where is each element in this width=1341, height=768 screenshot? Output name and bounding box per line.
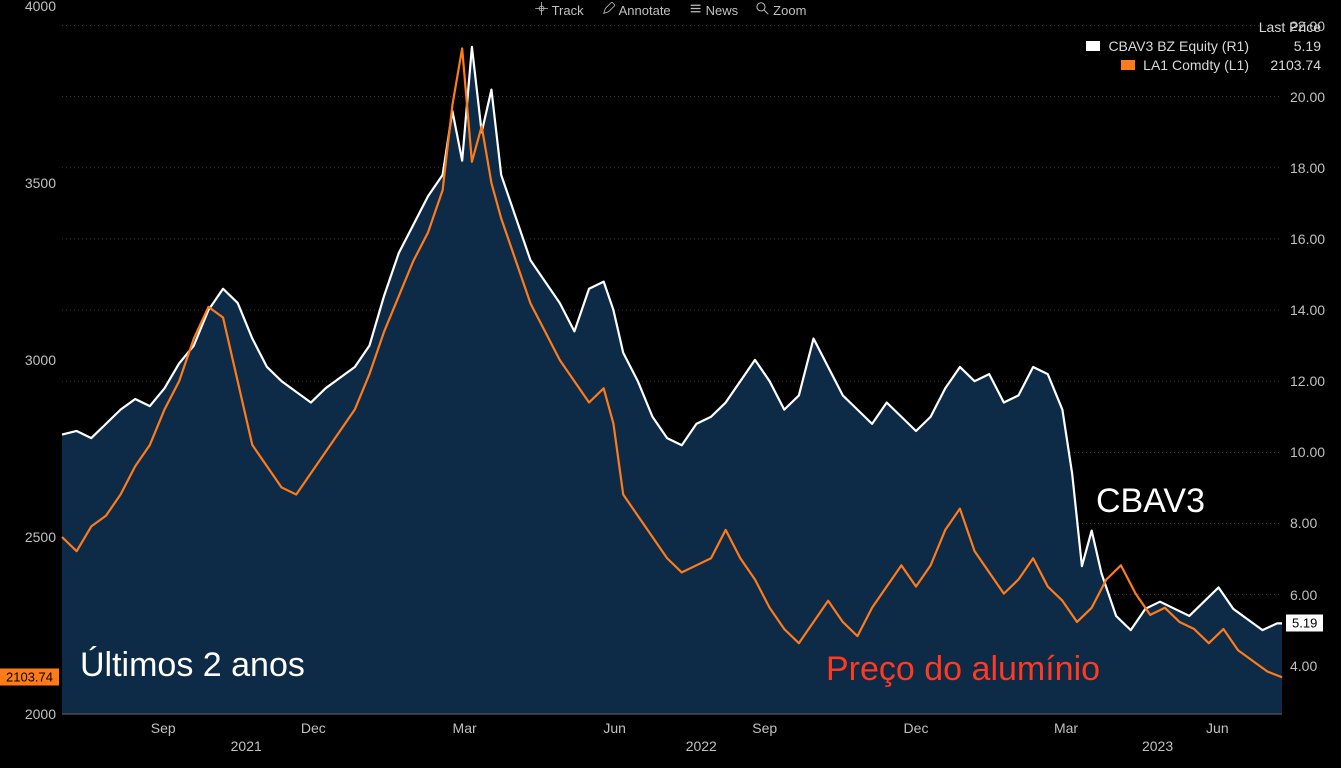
news-label: News xyxy=(706,3,739,18)
x-axis-tick: Mar xyxy=(1054,720,1078,736)
right-axis-tick: 16.00 xyxy=(1290,231,1325,247)
right-axis-tick: 18.00 xyxy=(1290,160,1325,176)
legend-swatch-la1 xyxy=(1121,60,1135,70)
right-axis-tick: 10.00 xyxy=(1290,444,1325,460)
right-axis-tick: 4.00 xyxy=(1290,658,1317,674)
right-axis-tick: 14.00 xyxy=(1290,302,1325,318)
x-axis-tick: 2022 xyxy=(686,738,717,754)
zoom-label: Zoom xyxy=(773,3,806,18)
right-axis-tick: 12.00 xyxy=(1290,373,1325,389)
news-tool[interactable]: News xyxy=(689,2,739,18)
x-axis-tick: Dec xyxy=(301,720,326,736)
legend-label-cbav3: CBAV3 BZ Equity (R1) xyxy=(1108,37,1249,56)
anno-ultimos-2-anos: Últimos 2 anos xyxy=(80,646,305,685)
zoom-icon xyxy=(756,2,769,18)
price-tag-left: 2103.74 xyxy=(0,669,59,686)
x-axis-tick: Dec xyxy=(904,720,929,736)
price-tag-right: 5.19 xyxy=(1286,615,1323,632)
legend: Last Price CBAV3 BZ Equity (R1) 5.19 LA1… xyxy=(1086,18,1321,75)
right-axis-tick: 8.00 xyxy=(1290,515,1317,531)
track-tool[interactable]: Track xyxy=(535,2,584,18)
x-axis-tick: Sep xyxy=(752,720,777,736)
left-axis-tick: 4000 xyxy=(25,0,56,14)
crosshair-icon xyxy=(535,2,548,18)
anno-cbav3: CBAV3 xyxy=(1096,482,1205,521)
x-axis-tick: Jun xyxy=(603,720,626,736)
x-axis-tick: Jun xyxy=(1206,720,1229,736)
annotate-tool[interactable]: Annotate xyxy=(602,2,671,18)
x-axis-tick: 2023 xyxy=(1142,738,1173,754)
left-axis-tick: 2000 xyxy=(25,706,56,722)
legend-row-cbav3: CBAV3 BZ Equity (R1) 5.19 xyxy=(1086,37,1321,56)
bars-icon xyxy=(689,2,702,18)
x-axis-tick: 2021 xyxy=(231,738,262,754)
legend-swatch-cbav3 xyxy=(1086,41,1100,51)
x-axis-tick: Mar xyxy=(453,720,477,736)
x-axis-tick: Sep xyxy=(151,720,176,736)
left-axis-tick: 3500 xyxy=(25,175,56,191)
right-axis-tick: 20.00 xyxy=(1290,89,1325,105)
chart-toolbar: Track Annotate News Zoom xyxy=(535,2,807,18)
track-label: Track xyxy=(552,3,584,18)
annotate-label: Annotate xyxy=(619,3,671,18)
anno-preco-aluminio: Preço do alumínio xyxy=(826,650,1100,689)
zoom-tool[interactable]: Zoom xyxy=(756,2,806,18)
legend-row-la1: LA1 Comdty (L1) 2103.74 xyxy=(1086,56,1321,75)
legend-title: Last Price xyxy=(1086,18,1321,37)
pencil-icon xyxy=(602,2,615,18)
right-axis-tick: 6.00 xyxy=(1290,587,1317,603)
left-axis-tick: 3000 xyxy=(25,352,56,368)
legend-value-la1: 2103.74 xyxy=(1257,56,1321,75)
legend-label-la1: LA1 Comdty (L1) xyxy=(1143,56,1249,75)
legend-value-cbav3: 5.19 xyxy=(1257,37,1321,56)
left-axis-tick: 2500 xyxy=(25,529,56,545)
